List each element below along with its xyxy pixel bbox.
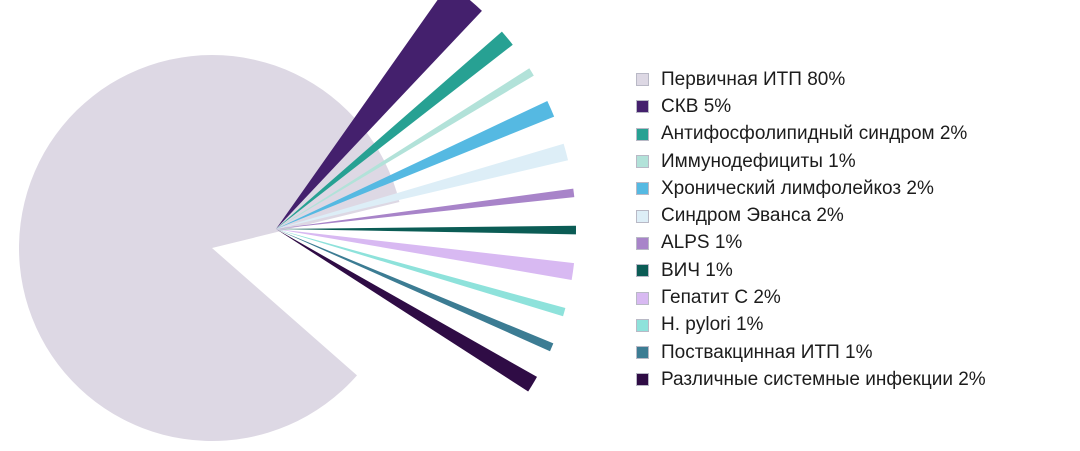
pie-slice-гепатит-с-2 (276, 229, 575, 280)
legend-item: ВИЧ 1% (636, 257, 986, 284)
legend-swatch (636, 127, 649, 141)
legend-label: Поствакцинная ИТП 1% (661, 341, 873, 363)
legend-item: Хронический лимфолейкоз 2% (636, 175, 986, 202)
legend-swatch (636, 346, 649, 360)
pie-slice-поствакцинная-итп-1 (276, 229, 554, 352)
pie-slice-антифосфолипидный-синдром-2 (276, 31, 513, 230)
legend-label: Первичная ИТП 80% (661, 68, 846, 90)
legend-swatch (636, 318, 649, 332)
pie-slice-alps-1 (276, 188, 575, 229)
legend-label: Гепатит С 2% (661, 287, 781, 309)
pie-chart (19, 0, 576, 441)
legend-label: Антифосфолипидный синдром 2% (661, 123, 968, 145)
pie-slice-скв-5 (276, 0, 482, 229)
legend-label: Синдром Эванса 2% (661, 205, 844, 227)
pie-slice-различные-системные-инфекции-2 (276, 229, 537, 392)
pie-slice-вич-1 (276, 225, 576, 235)
chart-legend: Первичная ИТП 80% СКВ 5% Антифосфолипидный… (636, 66, 986, 394)
legend-item: Поствакцинная ИТП 1% (636, 339, 986, 366)
legend-label: СКВ 5% (661, 95, 732, 117)
legend-swatch (636, 291, 649, 305)
legend-swatch (636, 209, 649, 223)
legend-swatch (636, 182, 649, 196)
legend-swatch (636, 236, 649, 250)
legend-label: ВИЧ 1% (661, 259, 733, 281)
legend-swatch (636, 73, 649, 87)
legend-item: Синдром Эванса 2% (636, 202, 986, 229)
legend-item: Различные системные инфекции 2% (636, 366, 986, 393)
pie-slice-хронический-лимфолейкоз-2 (276, 100, 555, 229)
legend-item: СКВ 5% (636, 93, 986, 120)
legend-swatch (636, 264, 649, 278)
pie-slice-первичная-итп-80 (19, 54, 400, 441)
legend-item: H. pylori 1% (636, 312, 986, 339)
pie-slice-h-pylori-1 (276, 229, 566, 317)
legend-swatch (636, 155, 649, 169)
legend-swatch (636, 100, 649, 114)
legend-item: Гепатит С 2% (636, 284, 986, 311)
legend-item: ALPS 1% (636, 230, 986, 257)
pie-slice-синдром-эванса-2 (276, 143, 569, 229)
legend-swatch (636, 373, 649, 387)
legend-item: Первичная ИТП 80% (636, 66, 986, 93)
legend-label: ALPS 1% (661, 232, 743, 254)
legend-label: Различные системные инфекции 2% (661, 368, 986, 390)
legend-label: Хронический лимфолейкоз 2% (661, 177, 934, 199)
legend-label: H. pylori 1% (661, 314, 764, 336)
legend-item: Иммунодефициты 1% (636, 148, 986, 175)
legend-label: Иммунодефициты 1% (661, 150, 856, 172)
legend-item: Антифосфолипидный синдром 2% (636, 121, 986, 148)
pie-slice-иммунодефициты-1 (276, 68, 534, 229)
